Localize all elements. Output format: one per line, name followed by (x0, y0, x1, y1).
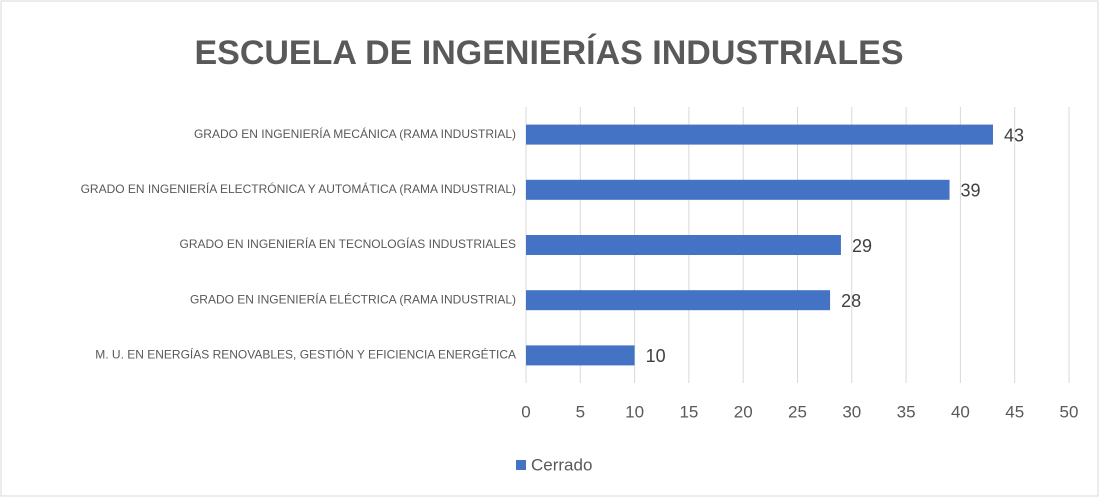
x-tick-label: 30 (842, 402, 861, 421)
bar (526, 124, 993, 145)
x-tick-label: 20 (734, 402, 753, 421)
x-tick-label: 0 (521, 402, 530, 421)
y-tick-label: M. U. EN ENERGÍAS RENOVABLES, GESTIÓN Y … (95, 347, 516, 362)
data-label: 43 (1004, 125, 1024, 145)
x-tick-label: 45 (1005, 402, 1024, 421)
y-tick-label: GRADO EN INGENIERÍA ELÉCTRICA (RAMA INDU… (190, 291, 516, 306)
x-tick-label: 15 (679, 402, 698, 421)
data-label: 10 (646, 346, 666, 366)
data-label: 28 (841, 291, 861, 311)
x-tick-label: 25 (788, 402, 807, 421)
chart-title: ESCUELA DE INGENIERÍAS INDUSTRIALES (194, 34, 903, 72)
x-tick-label: 10 (625, 402, 644, 421)
y-tick-label: GRADO EN INGENIERÍA ELECTRÓNICA Y AUTOMÁ… (81, 181, 516, 196)
x-tick-label: 40 (951, 402, 970, 421)
x-tick-label: 35 (897, 402, 916, 421)
x-tick-label: 5 (576, 402, 585, 421)
data-label: 29 (852, 236, 872, 256)
bar (526, 345, 635, 366)
bar (526, 179, 950, 200)
y-tick-label: GRADO EN INGENIERÍA EN TECNOLOGÍAS INDUS… (179, 236, 516, 251)
legend-swatch (516, 460, 526, 470)
data-label: 39 (961, 181, 981, 201)
x-tick-label: 50 (1060, 402, 1079, 421)
legend-label: Cerrado (531, 455, 592, 474)
bar (526, 235, 841, 255)
bar (526, 290, 831, 311)
y-tick-label: GRADO EN INGENIERÍA MECÁNICA (RAMA INDUS… (194, 126, 516, 141)
